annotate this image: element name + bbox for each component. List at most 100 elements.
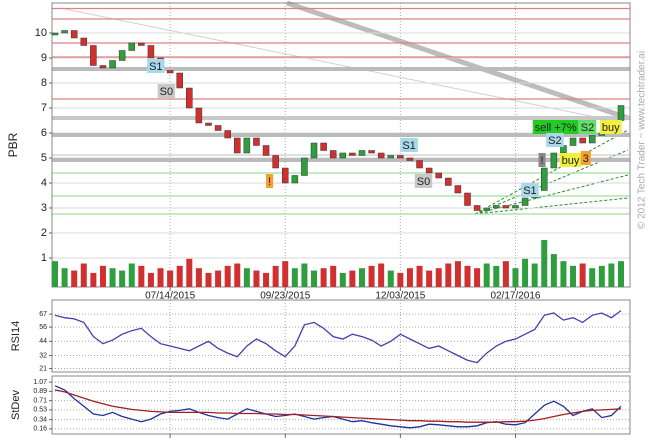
candle xyxy=(329,150,337,159)
candle xyxy=(118,50,126,61)
candle xyxy=(109,60,116,69)
annotation-label: 3 xyxy=(583,153,589,165)
y-tick-label: 0.89 xyxy=(33,388,47,395)
volume-bar xyxy=(483,263,490,287)
annotation-box xyxy=(538,153,546,167)
candle xyxy=(377,152,385,159)
candle xyxy=(502,205,510,209)
candle xyxy=(224,130,231,139)
volume-bar xyxy=(550,254,557,287)
y-tick-label: 5 xyxy=(41,152,47,164)
candle xyxy=(521,197,529,206)
candle xyxy=(483,207,490,211)
candle xyxy=(397,155,404,159)
candle xyxy=(320,142,327,151)
volume-bar xyxy=(598,265,605,287)
volume-bar xyxy=(215,270,222,287)
candle xyxy=(310,142,318,159)
volume-bar xyxy=(224,265,231,287)
candle xyxy=(70,30,78,39)
annotation-label: S0 xyxy=(417,176,430,188)
annotation-label: ! xyxy=(268,176,271,188)
candle xyxy=(243,137,251,154)
volume-bar xyxy=(80,263,87,287)
volume-bar xyxy=(474,268,481,287)
y-tick-label: 1.07 xyxy=(33,379,47,386)
candle xyxy=(214,125,222,131)
y-tick-label: 21 xyxy=(39,365,47,372)
y-tick-label: 10 xyxy=(35,27,47,39)
y-tick-label: 6 xyxy=(41,127,47,139)
volume-bar xyxy=(560,261,567,287)
candle xyxy=(138,42,145,46)
candle xyxy=(51,32,59,36)
candle xyxy=(90,45,97,66)
candle xyxy=(349,152,356,156)
y-tick-label: 32 xyxy=(39,352,47,359)
candle xyxy=(425,167,433,174)
volume-bar xyxy=(205,272,212,287)
volume-bar xyxy=(445,263,452,287)
candle xyxy=(61,30,68,34)
y-axis-label: RSI14 xyxy=(10,321,22,352)
candle xyxy=(358,150,366,156)
annotation-label: S1 xyxy=(149,61,162,73)
volume-bar xyxy=(263,272,270,287)
volume-bar xyxy=(128,263,135,287)
annotation-box xyxy=(599,120,622,134)
volume-bar xyxy=(358,268,365,287)
candle xyxy=(454,185,462,194)
volume-bar xyxy=(512,268,519,287)
candle xyxy=(262,145,270,156)
volume-bar xyxy=(406,268,413,287)
volume-bar xyxy=(320,268,327,287)
volume-bar xyxy=(502,261,509,287)
x-tick-label: 07/14/2015 xyxy=(145,291,195,302)
candle xyxy=(80,37,88,46)
annotation-label: S1 xyxy=(402,140,415,152)
candle xyxy=(512,205,519,209)
y-tick-label: 0.53 xyxy=(33,407,47,414)
candle xyxy=(272,155,279,169)
candle xyxy=(339,152,347,159)
volume-bar xyxy=(291,268,298,287)
volume-bar xyxy=(301,263,308,287)
volume-bar xyxy=(186,258,193,287)
volume-bar xyxy=(90,272,97,287)
annotation-box xyxy=(266,174,274,188)
volume-bar xyxy=(138,265,145,287)
candle xyxy=(493,205,500,209)
x-tick-label: 09/23/2015 xyxy=(260,291,310,302)
candle xyxy=(186,87,193,109)
volume-bar xyxy=(368,265,375,287)
candle xyxy=(281,167,289,184)
y-tick-label: 1 xyxy=(41,252,47,264)
candle xyxy=(435,172,442,179)
annotation-label: ! xyxy=(540,155,543,167)
volume-bar xyxy=(435,268,442,287)
annotation-label: buy xyxy=(562,155,580,167)
candle xyxy=(176,72,183,89)
series-line xyxy=(54,389,622,423)
fan-line xyxy=(474,149,629,215)
candle xyxy=(166,70,174,74)
candle xyxy=(473,205,481,211)
volume-bar xyxy=(608,263,615,287)
candle xyxy=(205,122,212,126)
candle xyxy=(291,175,299,184)
candle xyxy=(406,157,414,161)
volume-bar xyxy=(99,265,106,287)
candle xyxy=(569,137,577,146)
annotation-label: S2 xyxy=(548,135,561,147)
candle xyxy=(416,160,423,169)
y-tick-label: 56 xyxy=(39,324,47,331)
candle xyxy=(579,137,586,144)
stdev-frame xyxy=(51,375,631,435)
candle xyxy=(368,150,375,154)
volume-bar xyxy=(541,240,548,287)
volume-bar xyxy=(579,263,586,287)
volume-bar xyxy=(589,268,596,287)
candle xyxy=(147,45,155,59)
candle xyxy=(195,107,203,124)
